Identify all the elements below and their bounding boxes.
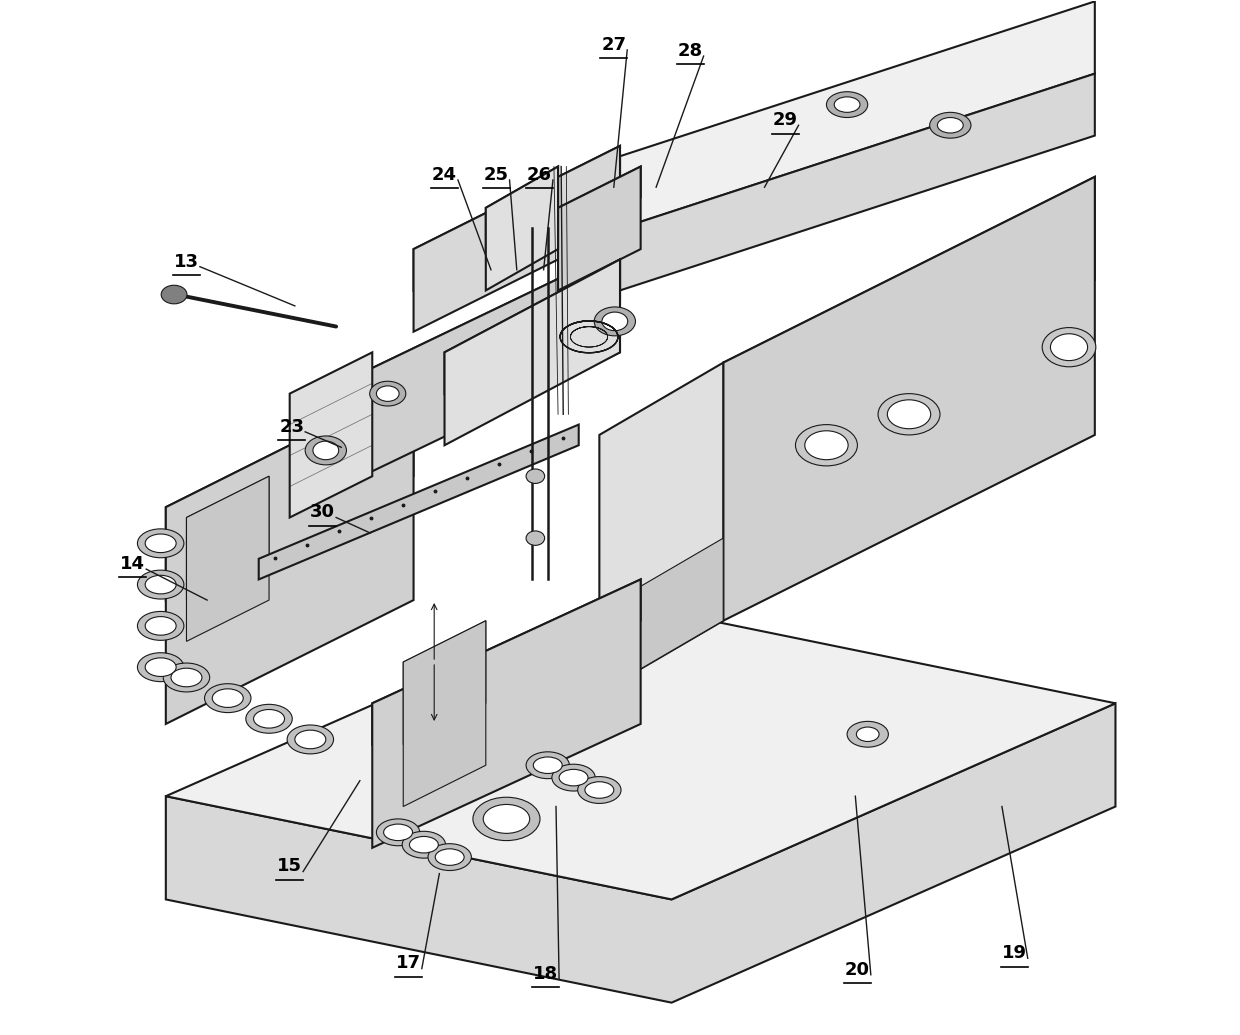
- Polygon shape: [723, 177, 1095, 621]
- Polygon shape: [723, 177, 1095, 466]
- Ellipse shape: [377, 819, 420, 846]
- Polygon shape: [362, 249, 620, 476]
- Polygon shape: [372, 580, 641, 848]
- Polygon shape: [186, 476, 269, 600]
- Ellipse shape: [435, 849, 464, 865]
- Polygon shape: [558, 167, 641, 291]
- Ellipse shape: [888, 400, 931, 428]
- Text: 25: 25: [484, 166, 508, 184]
- Text: 30: 30: [310, 503, 335, 522]
- Ellipse shape: [578, 776, 621, 803]
- Polygon shape: [558, 167, 641, 239]
- Ellipse shape: [161, 286, 187, 304]
- Polygon shape: [620, 1, 1095, 229]
- Ellipse shape: [805, 431, 848, 460]
- Ellipse shape: [533, 757, 562, 773]
- Ellipse shape: [138, 570, 184, 599]
- Ellipse shape: [847, 721, 888, 747]
- Polygon shape: [362, 249, 620, 414]
- Ellipse shape: [246, 705, 293, 733]
- Ellipse shape: [370, 381, 405, 406]
- Ellipse shape: [295, 730, 326, 748]
- Polygon shape: [259, 424, 579, 580]
- Ellipse shape: [472, 797, 539, 840]
- Ellipse shape: [145, 617, 176, 635]
- Ellipse shape: [526, 751, 569, 778]
- Ellipse shape: [138, 529, 184, 558]
- Polygon shape: [620, 73, 1095, 291]
- Ellipse shape: [145, 534, 176, 553]
- Ellipse shape: [594, 307, 635, 335]
- Ellipse shape: [878, 393, 940, 435]
- Polygon shape: [486, 167, 558, 249]
- Ellipse shape: [171, 669, 202, 687]
- Text: 14: 14: [120, 555, 145, 573]
- Ellipse shape: [138, 653, 184, 682]
- Ellipse shape: [857, 727, 879, 741]
- Polygon shape: [599, 362, 723, 693]
- Ellipse shape: [1050, 333, 1087, 360]
- Ellipse shape: [402, 831, 445, 858]
- Text: 13: 13: [174, 253, 198, 270]
- Ellipse shape: [585, 781, 614, 798]
- Polygon shape: [290, 352, 372, 518]
- Polygon shape: [372, 580, 641, 744]
- Ellipse shape: [428, 844, 471, 870]
- Text: 19: 19: [1002, 944, 1027, 963]
- Polygon shape: [186, 476, 269, 642]
- Ellipse shape: [138, 612, 184, 641]
- Ellipse shape: [835, 97, 861, 113]
- Ellipse shape: [409, 836, 438, 853]
- Ellipse shape: [377, 386, 399, 402]
- Text: 20: 20: [844, 960, 870, 979]
- Ellipse shape: [164, 663, 210, 692]
- Ellipse shape: [212, 689, 243, 708]
- Ellipse shape: [937, 118, 963, 132]
- Polygon shape: [403, 621, 486, 744]
- Polygon shape: [414, 146, 620, 331]
- Ellipse shape: [253, 710, 284, 728]
- Text: 27: 27: [601, 36, 626, 54]
- Text: 23: 23: [279, 418, 304, 436]
- Polygon shape: [486, 167, 558, 291]
- Ellipse shape: [526, 531, 544, 545]
- Text: 24: 24: [432, 166, 458, 184]
- Ellipse shape: [145, 658, 176, 677]
- Text: 26: 26: [527, 166, 552, 184]
- Ellipse shape: [1042, 327, 1096, 366]
- Polygon shape: [166, 600, 1116, 899]
- Ellipse shape: [559, 769, 588, 786]
- Polygon shape: [166, 383, 414, 600]
- Text: 17: 17: [396, 954, 420, 973]
- Ellipse shape: [383, 824, 413, 840]
- Ellipse shape: [288, 724, 334, 753]
- Polygon shape: [166, 383, 414, 723]
- Ellipse shape: [552, 764, 595, 791]
- Ellipse shape: [312, 441, 339, 460]
- Text: 18: 18: [533, 965, 558, 983]
- Text: 28: 28: [677, 42, 703, 60]
- Polygon shape: [403, 621, 486, 806]
- Ellipse shape: [826, 92, 868, 118]
- Ellipse shape: [796, 424, 857, 466]
- Polygon shape: [414, 146, 620, 291]
- Ellipse shape: [484, 804, 529, 833]
- Polygon shape: [166, 704, 1116, 1003]
- Ellipse shape: [930, 113, 971, 138]
- Ellipse shape: [601, 313, 627, 330]
- Text: 15: 15: [278, 857, 303, 876]
- Polygon shape: [444, 260, 620, 393]
- Ellipse shape: [305, 436, 346, 465]
- Ellipse shape: [145, 575, 176, 594]
- Ellipse shape: [205, 684, 250, 712]
- Text: 29: 29: [773, 111, 797, 129]
- Polygon shape: [444, 260, 620, 445]
- Ellipse shape: [526, 469, 544, 483]
- Polygon shape: [599, 538, 723, 693]
